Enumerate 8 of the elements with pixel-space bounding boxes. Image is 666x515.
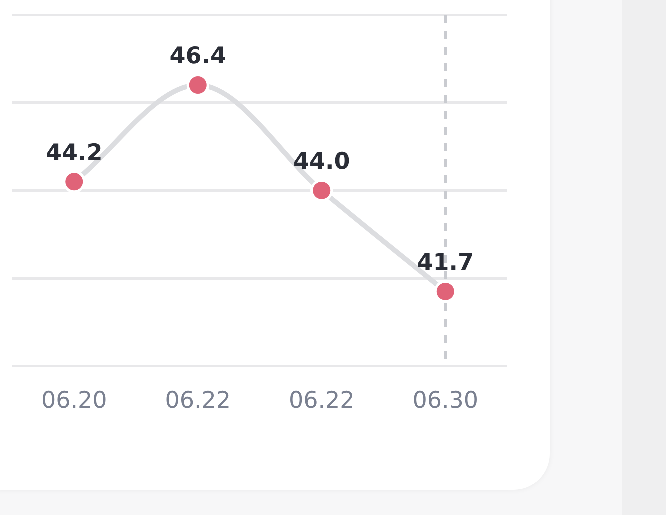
data-label: 46.4 (170, 44, 226, 70)
data-label: 44.0 (294, 149, 350, 176)
x-tick-label: 06.30 (412, 388, 479, 414)
x-tick-label: 06.20 (41, 388, 108, 414)
x-tick-label: 06.22 (288, 388, 355, 414)
data-label: 44.2 (46, 140, 103, 166)
x-tick-label: 06.22 (165, 388, 232, 414)
data-label: 41.7 (417, 250, 474, 276)
